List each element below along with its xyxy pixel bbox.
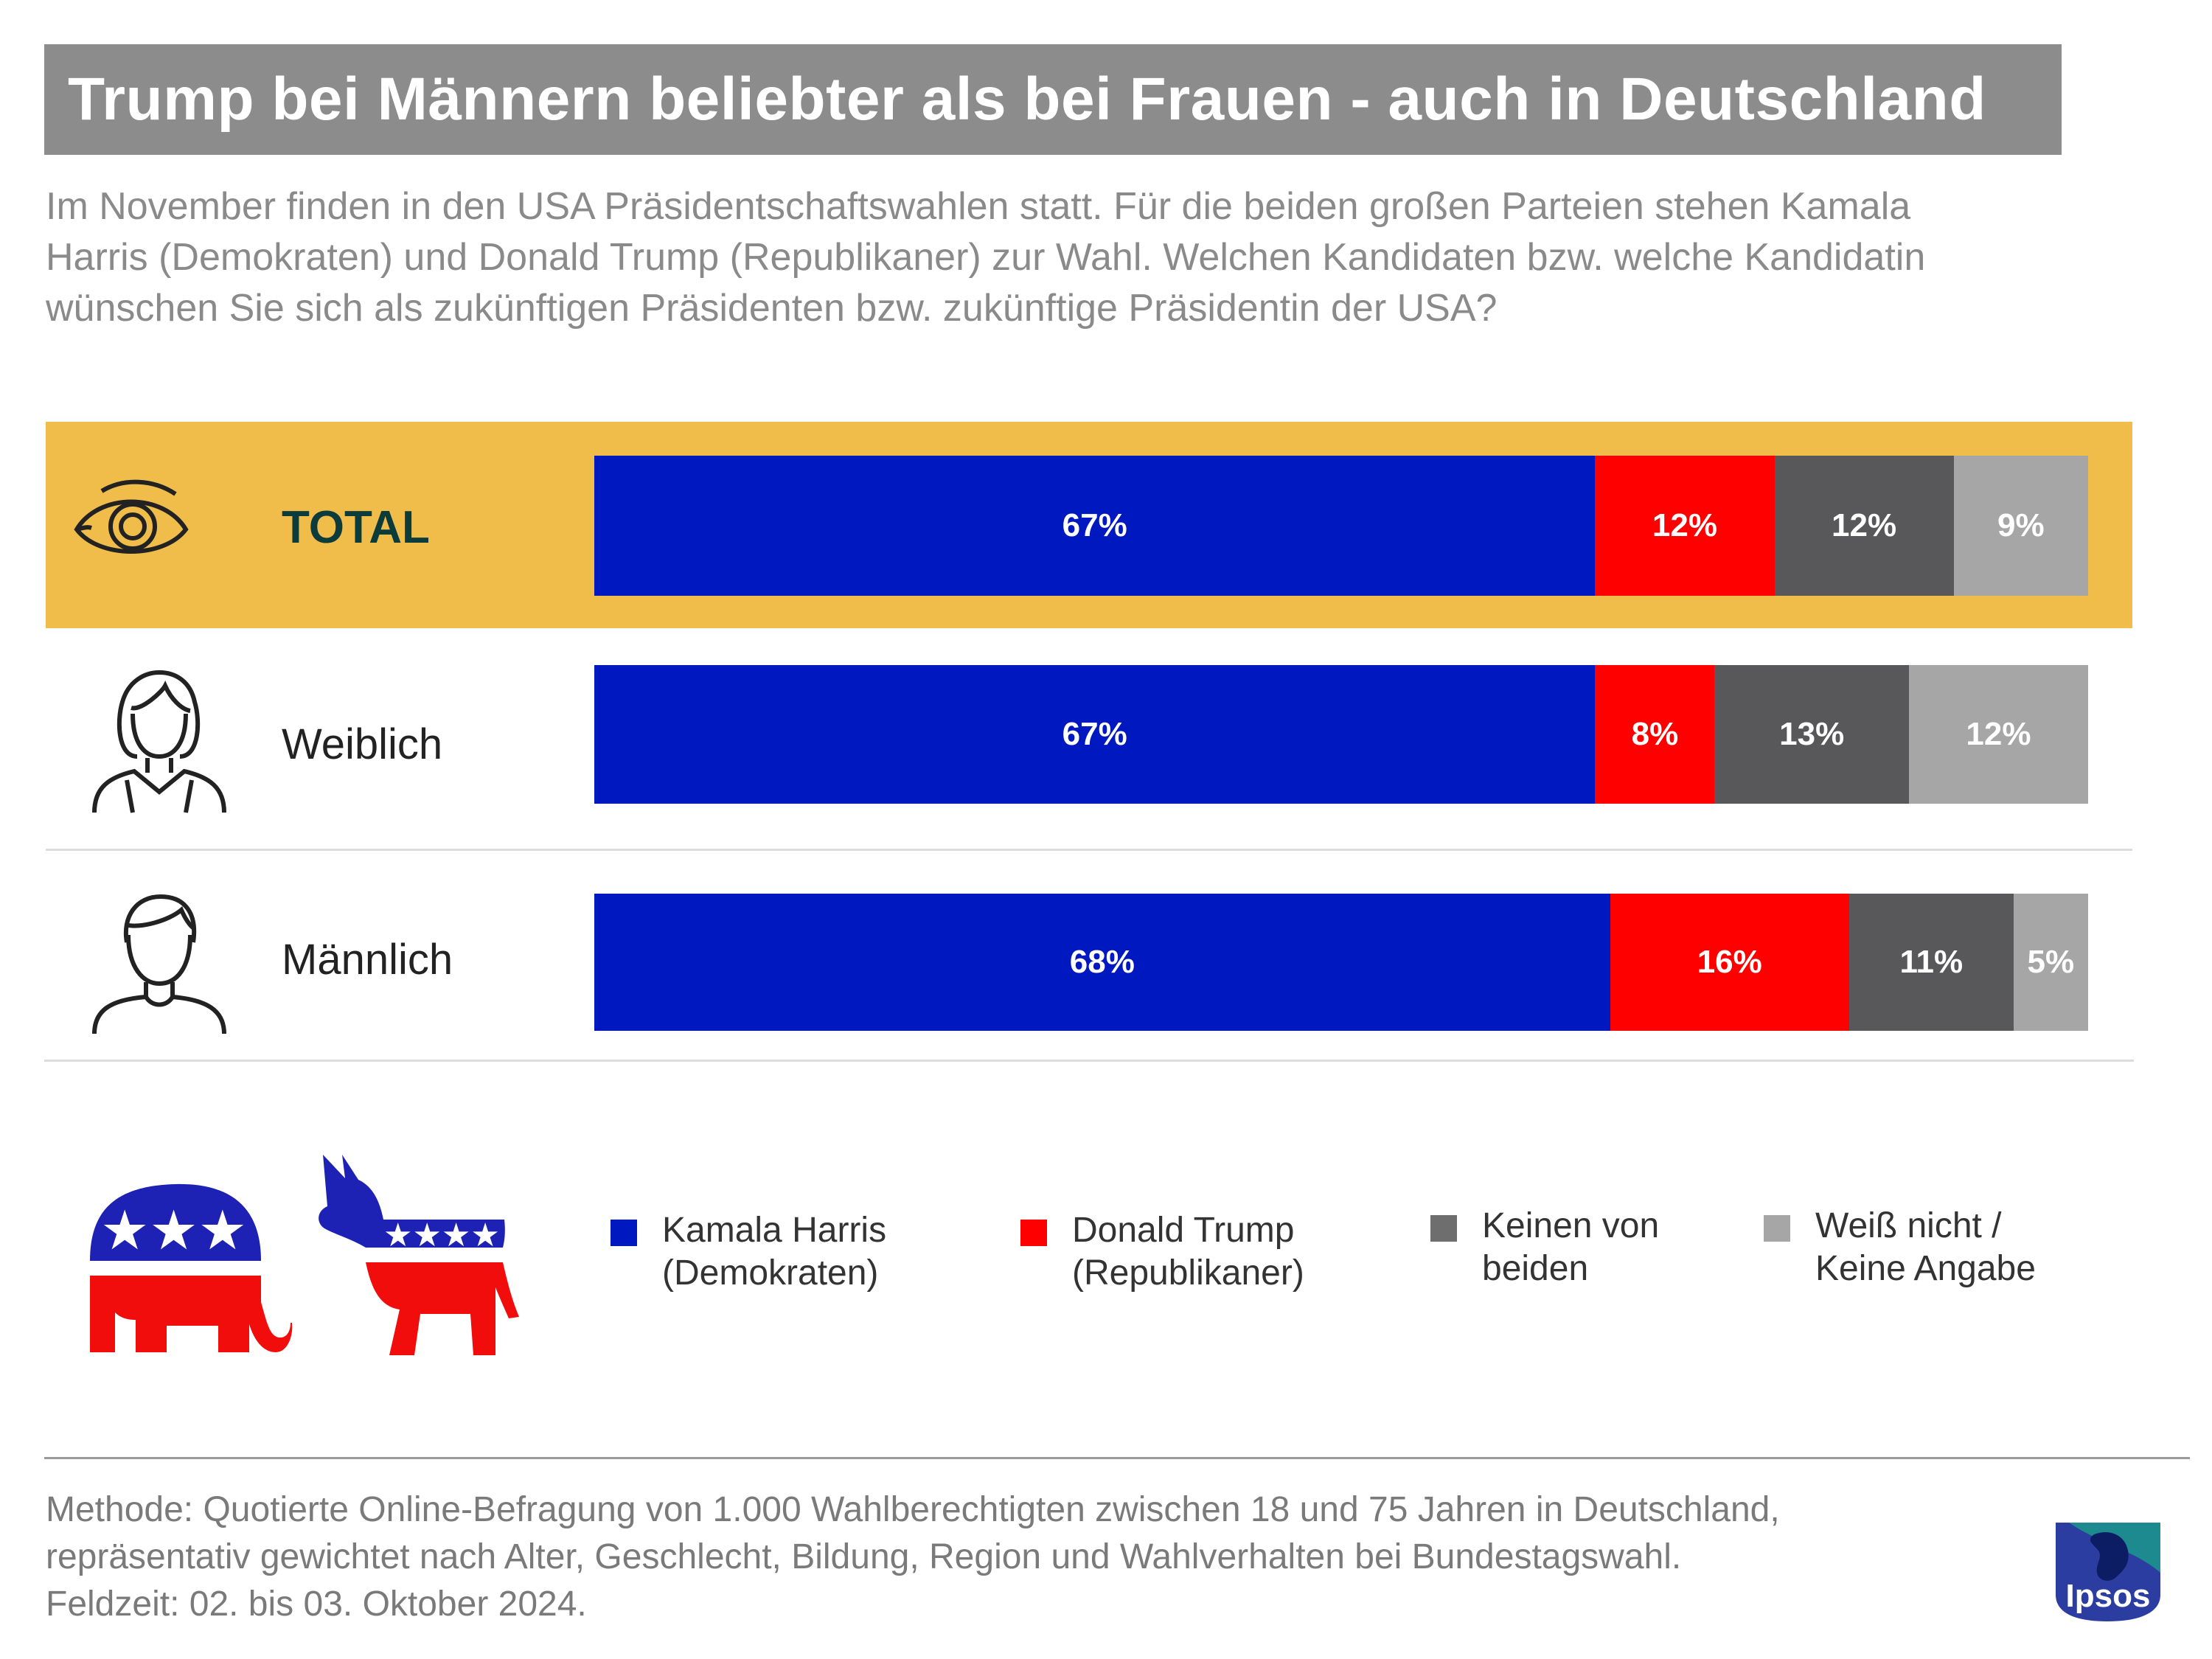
woman-icon bbox=[92, 669, 226, 813]
legend-swatch-keinen bbox=[1430, 1215, 1457, 1242]
row-label-total: TOTAL bbox=[282, 502, 430, 553]
bar-segment-maennlich-harris: 68% bbox=[594, 894, 1610, 1031]
bar-segment-maennlich-keinen: 11% bbox=[1848, 894, 2014, 1031]
donkey-icon: ★★★★ bbox=[319, 1155, 519, 1355]
data-label: 13% bbox=[1779, 716, 1845, 752]
data-label: 12% bbox=[1966, 716, 2031, 752]
bar-segment-maennlich-weiss-nicht: 5% bbox=[2013, 894, 2088, 1031]
data-label: 67% bbox=[1062, 507, 1127, 543]
bar-row-weiblich: 67% 8% 13% 12% bbox=[594, 665, 2088, 804]
eye-icon bbox=[74, 479, 189, 554]
data-label: 12% bbox=[1832, 507, 1897, 543]
legend-swatch-weiss-nicht bbox=[1764, 1215, 1790, 1242]
legend-swatch-trump bbox=[1020, 1220, 1047, 1246]
legend-item-keinen: Keinen von beiden bbox=[1430, 1205, 1659, 1290]
question-line: Harris (Demokraten) und Donald Trump (Re… bbox=[46, 236, 1926, 279]
legend-label: Keine Angabe bbox=[1815, 1249, 2036, 1288]
legend-swatch-harris bbox=[611, 1220, 637, 1246]
legend-label: (Demokraten) bbox=[662, 1253, 879, 1293]
methodology-note: Methode: Quotierte Online-Befragung von … bbox=[46, 1486, 2037, 1628]
bar-segment-weiblich-keinen: 13% bbox=[1714, 665, 1909, 804]
svg-text:★★★★: ★★★★ bbox=[383, 1217, 500, 1254]
legend-label: Keinen von bbox=[1482, 1206, 1660, 1245]
bar-segment-total-trump: 12% bbox=[1595, 456, 1775, 596]
bar-segment-total-harris: 67% bbox=[594, 456, 1596, 596]
data-label: 16% bbox=[1697, 944, 1762, 980]
bar-segment-total-weiss-nicht: 9% bbox=[1953, 456, 2088, 596]
man-icon bbox=[92, 894, 226, 1034]
data-label: 67% bbox=[1062, 716, 1127, 752]
bar-segment-total-keinen: 12% bbox=[1774, 456, 1954, 596]
footer-separator bbox=[44, 1457, 2190, 1459]
legend-label: beiden bbox=[1482, 1249, 1589, 1288]
row-separator bbox=[46, 849, 2132, 851]
row-label-weiblich: Weiblich bbox=[282, 720, 443, 768]
legend-item-weiss-nicht: Weiß nicht / Keine Angabe bbox=[1764, 1205, 2036, 1290]
method-line: repräsentativ gewichtet nach Alter, Gesc… bbox=[46, 1537, 1682, 1576]
method-line: Feldzeit: 02. bis 03. Oktober 2024. bbox=[46, 1585, 587, 1624]
data-label: 5% bbox=[2027, 944, 2075, 980]
bar-row-total: 67% 12% 12% 9% bbox=[594, 456, 2088, 596]
legend-label: Kamala Harris bbox=[662, 1211, 887, 1250]
data-label: 9% bbox=[1997, 507, 2045, 543]
bar-row-maennlich: 68% 16% 11% 5% bbox=[594, 894, 2088, 1031]
bar-segment-weiblich-weiss-nicht: 12% bbox=[1908, 665, 2088, 804]
legend-item-harris: Kamala Harris (Demokraten) bbox=[611, 1209, 886, 1295]
data-label: 68% bbox=[1069, 944, 1135, 980]
method-line: Methode: Quotierte Online-Befragung von … bbox=[46, 1490, 1780, 1529]
bar-segment-weiblich-harris: 67% bbox=[594, 665, 1596, 804]
question-line: Im November finden in den USA Präsidents… bbox=[46, 185, 1911, 228]
data-label: 8% bbox=[1631, 716, 1679, 752]
data-label: 12% bbox=[1652, 507, 1717, 543]
bar-segment-weiblich-trump: 8% bbox=[1595, 665, 1715, 804]
ipsos-logo-text: Ipsos bbox=[2065, 1578, 2151, 1614]
title-bar: Trump bei Männern beliebter als bei Frau… bbox=[44, 44, 2062, 155]
bar-segment-maennlich-trump: 16% bbox=[1610, 894, 1849, 1031]
elephant-icon: ★★★ bbox=[90, 1183, 293, 1352]
legend-label: Donald Trump bbox=[1072, 1211, 1295, 1250]
chart-title: Trump bei Männern beliebter als bei Frau… bbox=[68, 66, 1986, 133]
question-text: Im November finden in den USA Präsidents… bbox=[46, 181, 2110, 334]
ipsos-logo bbox=[2056, 1523, 2160, 1621]
row-separator bbox=[44, 1060, 2134, 1062]
svg-text:★★★: ★★★ bbox=[100, 1199, 247, 1262]
legend-item-trump: Donald Trump (Republikaner) bbox=[1020, 1209, 1304, 1295]
row-label-maennlich: Männlich bbox=[282, 936, 453, 984]
legend-label: (Republikaner) bbox=[1072, 1253, 1304, 1293]
data-label: 11% bbox=[1899, 944, 1964, 980]
question-line: wünschen Sie sich als zukünftigen Präsid… bbox=[46, 287, 1498, 330]
legend-label: Weiß nicht / bbox=[1815, 1206, 2002, 1245]
